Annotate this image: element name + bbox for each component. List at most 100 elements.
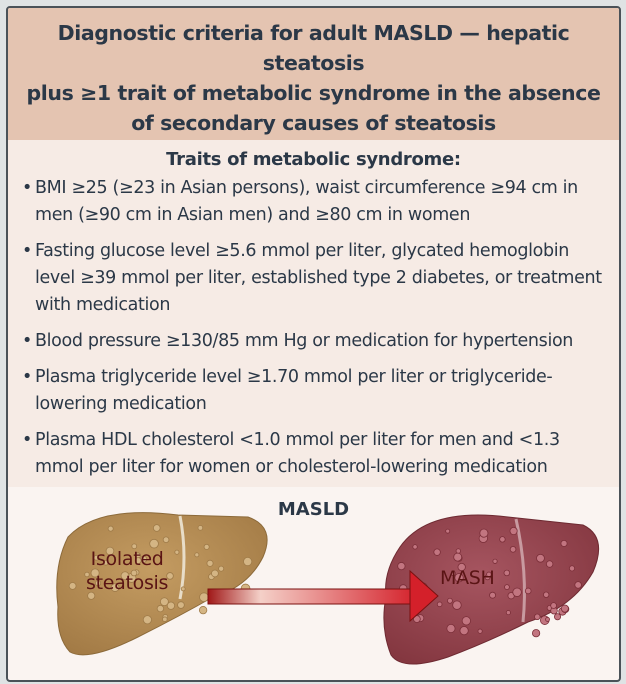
traits-list: • BMI ≥25 (≥23 in Asian persons), waist c… [22, 175, 605, 481]
nodule [509, 527, 518, 536]
nodule [198, 606, 208, 615]
nodule [524, 587, 532, 595]
panel-header: Diagnostic criteria for adult MASLD — he… [8, 8, 619, 140]
nodule [105, 546, 115, 556]
nodule [452, 600, 462, 610]
illustration: MASLD Isolated steatosis MASH [8, 487, 619, 680]
nodule [554, 613, 562, 621]
nodule [174, 549, 180, 555]
nodule [509, 546, 517, 553]
nodule [413, 615, 421, 623]
nodule [162, 616, 168, 622]
isolated-steatosis-label: Isolated steatosis [86, 547, 168, 595]
nodule [177, 601, 185, 609]
trait-text: Fasting glucose level ≥5.6 mmol per lite… [35, 241, 602, 315]
nodule [120, 571, 130, 581]
nodule [149, 538, 159, 549]
nodule [486, 571, 492, 578]
nodule [457, 562, 466, 572]
nodule [492, 558, 498, 564]
mash-label: MASH [440, 567, 495, 589]
nodule [134, 557, 142, 565]
nodule [536, 553, 545, 563]
nodule [512, 587, 522, 597]
nodule [532, 629, 541, 638]
label-line: steatosis [86, 572, 169, 594]
liver-illustration [56, 512, 600, 665]
nodule [505, 610, 511, 616]
nodule [545, 560, 554, 568]
nodule [68, 582, 77, 590]
nodule [503, 569, 511, 577]
nodule [450, 570, 456, 577]
nodule [436, 601, 443, 608]
nodule [560, 539, 568, 547]
nodule [568, 565, 576, 572]
trait-item: • Fasting glucose level ≥5.6 mmol per lit… [22, 238, 605, 319]
trait-item: • Blood pressure ≥130/85 mm Hg or medicat… [22, 328, 605, 355]
nodule [152, 524, 161, 532]
nodule [550, 602, 557, 609]
nodule [206, 559, 214, 567]
title-line: of secondary causes of steatosis [131, 111, 496, 135]
traits-heading: Traits of metabolic syndrome: [166, 149, 461, 170]
nodule [454, 573, 464, 583]
title-line: plus ≥1 trait of metabolic syndrome in t… [26, 81, 601, 105]
nodule [166, 572, 174, 580]
nodule [156, 604, 165, 613]
nodule [218, 565, 225, 572]
trait-item: • Plasma HDL cholesterol <1.0 mmol per li… [22, 427, 605, 481]
nodule [131, 543, 138, 550]
nodule [453, 552, 463, 562]
nodule [545, 617, 550, 622]
nodule [504, 584, 510, 590]
trait-item: • BMI ≥25 (≥23 in Asian persons), waist c… [22, 175, 605, 229]
nodule [447, 597, 453, 604]
nodule [87, 591, 96, 600]
nodule [110, 583, 120, 592]
nodule [194, 552, 200, 558]
trait-text: BMI ≥25 (≥23 in Asian persons), waist ci… [35, 178, 578, 225]
traits-section: Traits of metabolic syndrome: • BMI ≥25 (… [8, 140, 619, 487]
nodule [199, 592, 209, 603]
nodule [499, 536, 506, 543]
bullet: • [22, 367, 32, 387]
nodule [489, 591, 496, 599]
bullet: • [22, 331, 32, 351]
nodule [574, 581, 582, 589]
nodule [477, 628, 483, 634]
nodule [94, 580, 102, 587]
trait-text: Plasma triglyceride level ≥1.70 mmol per… [35, 367, 553, 414]
nodule [160, 597, 169, 607]
bullet: • [22, 241, 32, 261]
nodule [162, 536, 170, 543]
label-line: Isolated [90, 548, 164, 570]
nodule [433, 548, 441, 556]
nodule [446, 623, 456, 633]
nodule [211, 569, 219, 578]
trait-text: Plasma HDL cholesterol <1.0 mmol per lit… [35, 430, 560, 477]
nodule [397, 562, 406, 571]
masld-criteria-panel: Diagnostic criteria for adult MASLD — he… [6, 6, 621, 682]
nodule [142, 615, 152, 625]
nodule [459, 626, 469, 636]
nodule [243, 556, 253, 567]
nodule [560, 604, 569, 613]
nodule [543, 591, 550, 598]
progression-arrow [207, 569, 439, 623]
nodule [107, 525, 114, 532]
nodule [445, 528, 451, 534]
nodule [130, 569, 138, 577]
bullet: • [22, 430, 32, 450]
nodule [166, 601, 176, 610]
trait-item: • Plasma triglyceride level ≥1.70 mmol pe… [22, 364, 605, 418]
nodule [102, 560, 109, 566]
nodule [180, 586, 186, 592]
nodule [203, 543, 210, 550]
nodule [479, 528, 489, 538]
nodule [84, 571, 90, 578]
bullet: • [22, 178, 32, 198]
masld-label: MASLD [277, 499, 350, 520]
nodule [93, 554, 100, 561]
nodule [534, 613, 541, 621]
